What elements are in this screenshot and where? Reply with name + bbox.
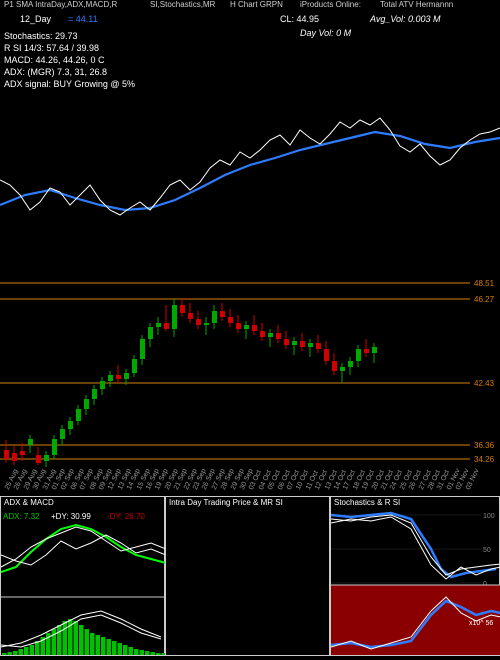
stochastics-panel: Stochastics & R SI 100500x10^ 56	[330, 496, 500, 656]
hdr-l1: P1 SMA IntraDay,ADX,MACD,R	[4, 0, 117, 9]
adx-macd-panel: ADX & MACD ADX: 7.32 +DY: 30.99 -DY: 26.70	[0, 496, 165, 656]
stat-stoch: Stochastics: 29.73	[4, 30, 135, 42]
hdr-mid: H Chart GRPN	[230, 0, 283, 9]
hdr-l2: SI,Stochastics,MR	[150, 0, 215, 9]
hdr-r2: Total ATV Hermannn	[380, 0, 453, 9]
price-sma-chart	[0, 110, 500, 240]
adx-title: ADX & MACD	[4, 498, 54, 507]
close-val: CL: 44.95	[280, 14, 319, 24]
svg-text:ADX: 7.32: ADX: 7.32	[3, 512, 40, 521]
svg-text:34.26: 34.26	[474, 455, 495, 464]
stat-adx: ADX: (MGR) 7.3, 31, 26.8	[4, 66, 135, 78]
svg-text:42.43: 42.43	[474, 379, 495, 388]
sma-val: = 44.11	[68, 14, 98, 24]
date-axis: 25 Aug26 Aug29 Aug30 Aug31 Aug01 Sep02 S…	[0, 474, 500, 494]
stat-adxsig: ADX signal: BUY Growing @ 5%	[4, 78, 135, 90]
svg-text:48.51: 48.51	[474, 279, 495, 288]
intraday-panel: Intra Day Trading Price & MR SI	[165, 496, 330, 656]
stoch-title: Stochastics & R SI	[334, 498, 400, 507]
svg-text:-DY: 26.70: -DY: 26.70	[107, 512, 145, 521]
candlestick-chart: 48.51 46.27 42.43 36.36 34.26	[0, 275, 500, 470]
indicator-stats: Stochastics: 29.73 R SI 14/3: 57.64 / 39…	[4, 30, 135, 90]
bottom-panels: ADX & MACD ADX: 7.32 +DY: 30.99 -DY: 26.70…	[0, 496, 500, 660]
day-label: 12_Day	[20, 14, 51, 24]
svg-text:+DY: 30.99: +DY: 30.99	[51, 512, 91, 521]
svg-text:x10^ 56: x10^ 56	[469, 620, 493, 627]
hdr-r1: iProducts Online:	[300, 0, 361, 9]
svg-text:100: 100	[483, 513, 495, 520]
svg-text:36.36: 36.36	[474, 441, 495, 450]
stat-rsi: R SI 14/3: 57.64 / 39.98	[4, 42, 135, 54]
dayvol: Day Vol: 0 M	[300, 28, 351, 38]
intra-title: Intra Day Trading Price & MR SI	[169, 498, 283, 507]
avgvol: Avg_Vol: 0.003 M	[370, 14, 441, 24]
svg-text:46.27: 46.27	[474, 295, 495, 304]
svg-text:50: 50	[483, 547, 491, 554]
stat-macd: MACD: 44.26, 44.26, 0 C	[4, 54, 135, 66]
